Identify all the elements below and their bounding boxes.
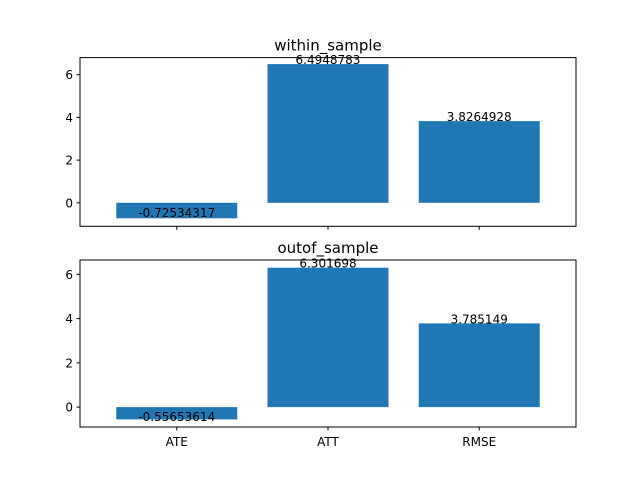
y-tick-label: 2 bbox=[65, 356, 73, 370]
axes-frame bbox=[79, 57, 577, 227]
chart-title: outof_sample bbox=[277, 239, 378, 258]
y-tick-label: 6 bbox=[65, 268, 73, 282]
value-label-ate: -0.72534317 bbox=[138, 206, 215, 220]
y-tick-label: 6 bbox=[65, 68, 73, 82]
y-tick-label: 0 bbox=[65, 401, 73, 415]
value-label-ate: -0.55653614 bbox=[138, 410, 215, 424]
value-label-rmse: 3.785149 bbox=[451, 312, 508, 326]
x-tick-label-att: ATT bbox=[317, 435, 339, 449]
value-label-att: 6.301698 bbox=[299, 257, 356, 271]
bar-rmse bbox=[418, 323, 540, 408]
y-tick-label: 4 bbox=[65, 312, 73, 326]
bar-rmse bbox=[418, 121, 540, 203]
chart-title: within_sample bbox=[274, 37, 382, 56]
bar-att bbox=[267, 267, 389, 408]
within-sample-chart: within_sample -0.72534317 6.4948783 3.8264… bbox=[65, 37, 577, 230]
x-tick-label-rmse: RMSE bbox=[462, 435, 496, 449]
bar-ate bbox=[116, 407, 238, 420]
outof-sample-chart: outof_sample -0.55653614 6.301698 3.785149… bbox=[65, 239, 577, 449]
value-label-att: 6.4948783 bbox=[296, 53, 361, 67]
bar-ate bbox=[116, 202, 238, 219]
value-label-rmse: 3.8264928 bbox=[447, 110, 512, 124]
y-tick-label: 4 bbox=[65, 111, 73, 125]
y-tick-label: 2 bbox=[65, 154, 73, 168]
x-tick-label-ate: ATE bbox=[166, 435, 188, 449]
bar-att bbox=[267, 64, 389, 203]
y-tick-label: 0 bbox=[65, 196, 73, 210]
